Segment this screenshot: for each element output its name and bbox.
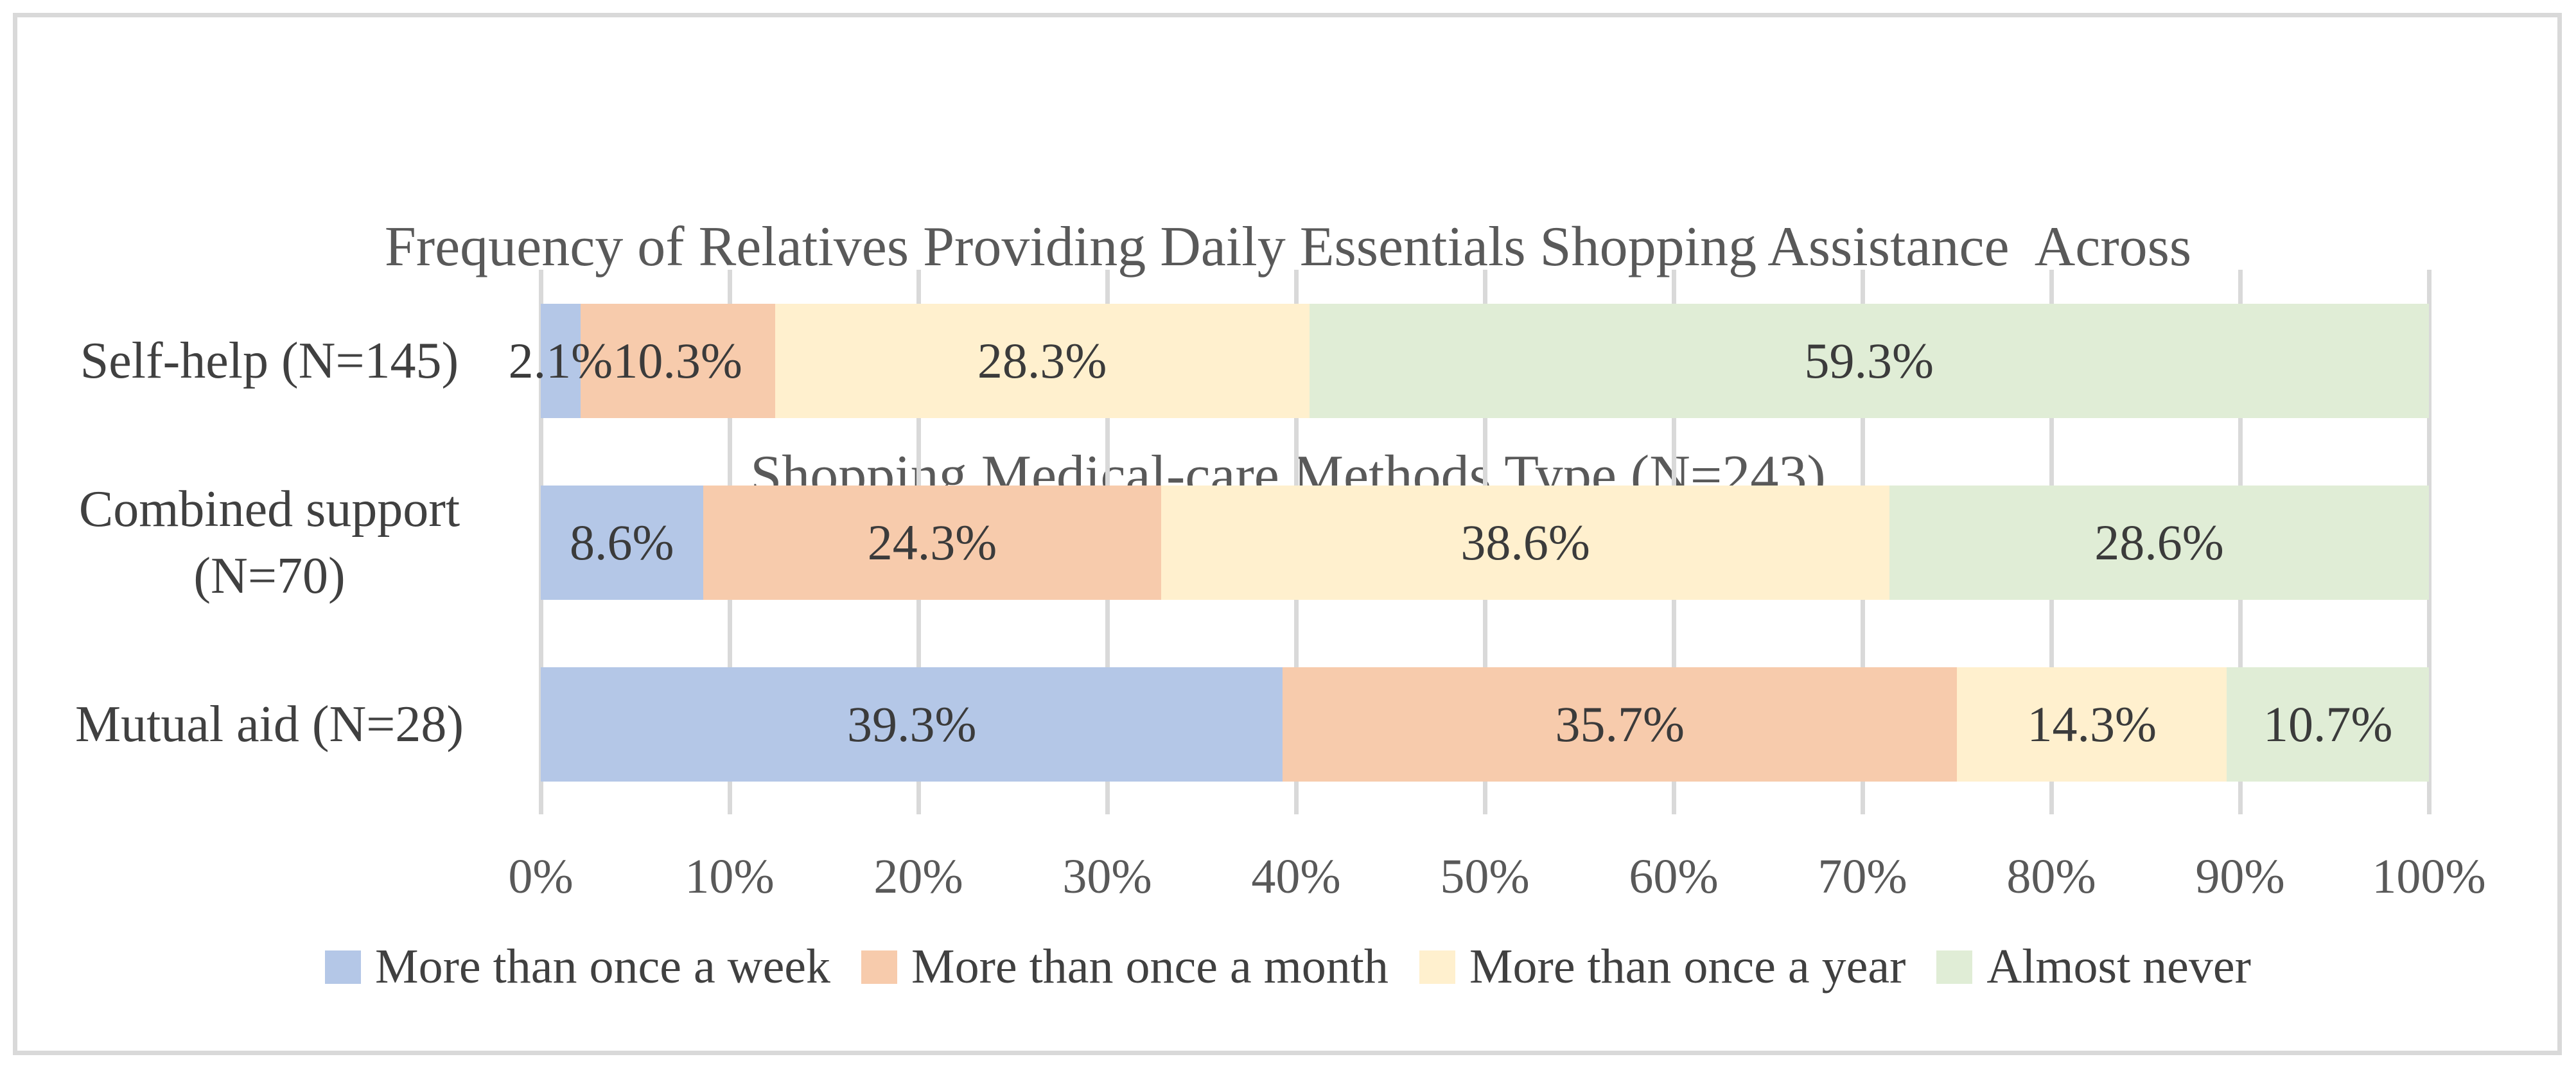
value-label: 35.7%	[1555, 696, 1685, 752]
legend-swatch	[325, 950, 362, 984]
x-tick-label: 30%	[1062, 850, 1152, 904]
x-tick-label: 90%	[2195, 850, 2285, 904]
value-label: 24.3%	[867, 514, 997, 570]
legend-swatch	[1936, 950, 1973, 984]
chart-title-line-2: Shopping Medical-care Methods Type (N=24…	[750, 444, 1826, 507]
x-tick-label: 40%	[1251, 850, 1341, 904]
category-label: Self-help (N=145)	[80, 333, 459, 389]
bar-segment: 10.7%	[2227, 667, 2429, 782]
legend-swatch	[861, 950, 898, 984]
x-tick-label: 100%	[2372, 850, 2486, 904]
value-label: 14.3%	[2027, 696, 2157, 752]
legend-swatch	[1419, 950, 1455, 984]
legend-item: Almost never	[1936, 939, 2251, 995]
bar-segment: 14.3%	[1956, 667, 2227, 782]
bar-segment: 38.6%	[1161, 486, 1889, 600]
bar-segment: 8.6%	[541, 486, 703, 600]
value-label: 39.3%	[846, 696, 977, 752]
legend-item: More than once a week	[325, 939, 830, 995]
category-label: Combined support (N=70)	[78, 481, 460, 604]
bar-segment: 24.3%	[703, 486, 1162, 600]
x-tick-label: 70%	[1818, 850, 1907, 904]
value-label: 28.6%	[2094, 514, 2224, 570]
bar-segment: 39.3%	[541, 667, 1283, 782]
legend-item: More than once a year	[1419, 939, 1906, 995]
bar-segment: 2.1%	[509, 304, 613, 418]
legend-label: More than once a year	[1469, 940, 1906, 994]
legend-label: Almost never	[1986, 940, 2251, 994]
x-tick-label: 60%	[1629, 850, 1719, 904]
bar-row: 39.3% 35.7% 14.3% 10.7%	[541, 667, 2429, 782]
value-label: 2.1%	[508, 333, 613, 389]
bar-segment: 28.6%	[1889, 486, 2429, 600]
x-tick-label: 50%	[1440, 850, 1530, 904]
bar-row: 8.6% 24.3% 38.6% 28.6%	[541, 486, 2429, 600]
category-label: Mutual aid (N=28)	[75, 696, 464, 753]
legend-label: More than once a month	[911, 940, 1389, 994]
x-tick-label: 0%	[508, 850, 574, 904]
gridline	[2427, 270, 2431, 814]
value-label: 10.7%	[2263, 696, 2393, 752]
x-tick-label: 20%	[873, 850, 963, 904]
legend-item: More than once a month	[861, 939, 1389, 995]
bar-segment: 35.7%	[1283, 667, 1957, 782]
value-label: 28.3%	[977, 333, 1107, 389]
chart-title: Frequency of Relatives Providing Daily E…	[0, 57, 2576, 667]
x-tick-label: 10%	[685, 850, 775, 904]
legend-label: More than once a week	[375, 940, 831, 994]
x-tick-label: 80%	[2006, 850, 2096, 904]
bar-segment: 28.3%	[775, 304, 1310, 418]
value-label: 38.6%	[1460, 514, 1590, 570]
value-label: 8.6%	[570, 514, 674, 570]
bar-row: 2.1% 10.3% 28.3% 59.3%	[509, 304, 2429, 418]
bar-segment: 10.3%	[580, 304, 775, 418]
bar-segment: 59.3%	[1309, 304, 2429, 418]
value-label: 59.3%	[1804, 333, 1934, 389]
chart-title-line-1: Frequency of Relatives Providing Daily E…	[384, 215, 2192, 278]
value-label: 10.3%	[613, 333, 742, 389]
legend: More than once a week More than once a mo…	[0, 939, 2576, 995]
